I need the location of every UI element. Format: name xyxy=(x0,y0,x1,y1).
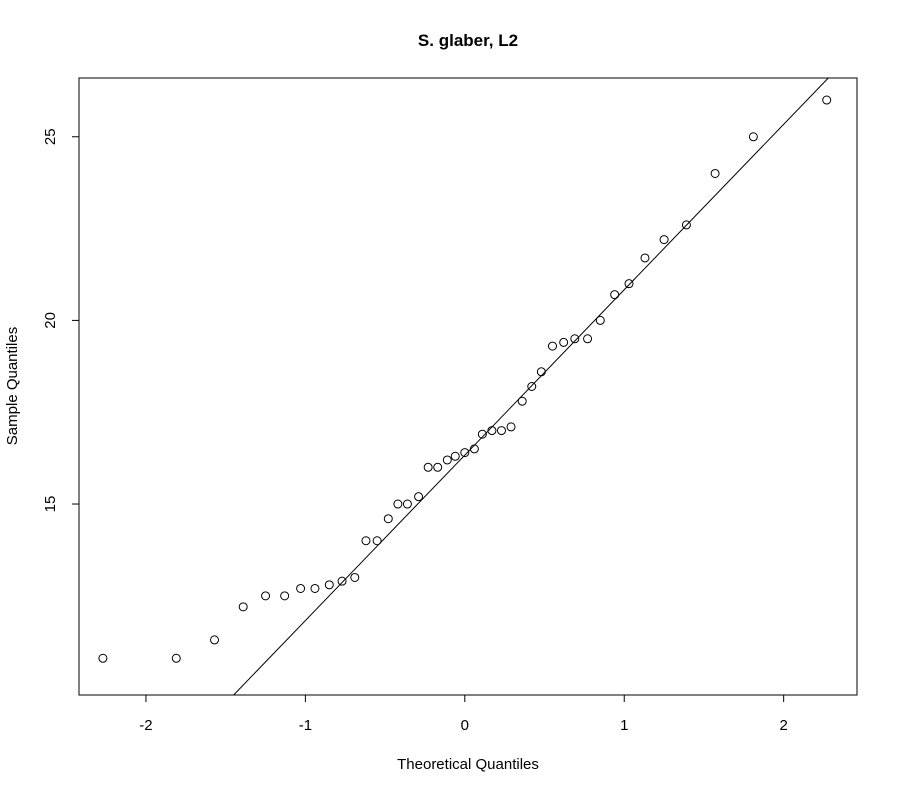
data-point xyxy=(296,583,306,593)
data-point xyxy=(659,235,669,245)
y-axis-label: Sample Quantiles xyxy=(4,327,21,445)
x-axis: -2 -1 0 1 2 xyxy=(139,694,788,734)
data-point xyxy=(261,591,271,601)
data-point xyxy=(487,426,497,436)
data-point xyxy=(496,426,506,436)
data-point xyxy=(570,334,580,344)
data-point xyxy=(98,653,108,663)
data-point xyxy=(506,422,516,432)
data-point xyxy=(210,635,220,645)
data-point xyxy=(442,455,452,465)
data-point xyxy=(337,576,347,586)
data-point xyxy=(350,572,360,582)
x-axis-label: Theoretical Quantiles xyxy=(397,756,539,773)
data-point xyxy=(469,444,479,454)
x-tick-label: 1 xyxy=(620,717,628,734)
data-point xyxy=(547,341,557,351)
data-point xyxy=(583,334,593,344)
data-point xyxy=(383,514,393,524)
data-point xyxy=(559,337,569,347)
data-point xyxy=(610,290,620,300)
reference-line-group xyxy=(233,77,829,696)
data-point xyxy=(402,499,412,509)
y-tick-label: 20 xyxy=(42,312,59,329)
data-point xyxy=(393,499,403,509)
x-tick-label: 0 xyxy=(461,717,469,734)
data-point xyxy=(536,367,546,377)
data-point xyxy=(414,492,424,502)
data-point xyxy=(710,168,720,178)
qq-reference-line xyxy=(233,77,829,696)
chart-title: S. glaber, L2 xyxy=(418,31,518,50)
data-point xyxy=(748,132,758,142)
x-tick-label: 2 xyxy=(779,717,787,734)
data-point xyxy=(595,315,605,325)
data-point xyxy=(477,429,487,439)
y-axis: 15 20 25 xyxy=(42,128,80,513)
data-point xyxy=(450,451,460,461)
data-point xyxy=(324,580,334,590)
data-point xyxy=(238,602,248,612)
y-tick-label: 25 xyxy=(42,128,59,145)
data-point xyxy=(171,653,181,663)
data-point xyxy=(822,95,832,105)
data-point xyxy=(310,583,320,593)
x-tick-label: -2 xyxy=(139,717,152,734)
data-point xyxy=(640,253,650,263)
y-tick-label: 15 xyxy=(42,496,59,513)
data-point xyxy=(423,462,433,472)
data-point xyxy=(372,536,382,546)
data-point xyxy=(517,396,527,406)
data-point xyxy=(280,591,290,601)
data-point xyxy=(361,536,371,546)
data-point xyxy=(460,448,470,458)
data-point xyxy=(433,462,443,472)
data-point xyxy=(624,279,634,289)
plot-frame xyxy=(78,77,858,696)
data-points xyxy=(98,95,832,663)
data-point xyxy=(527,382,537,391)
data-point xyxy=(681,220,691,230)
x-tick-label: -1 xyxy=(299,717,312,734)
